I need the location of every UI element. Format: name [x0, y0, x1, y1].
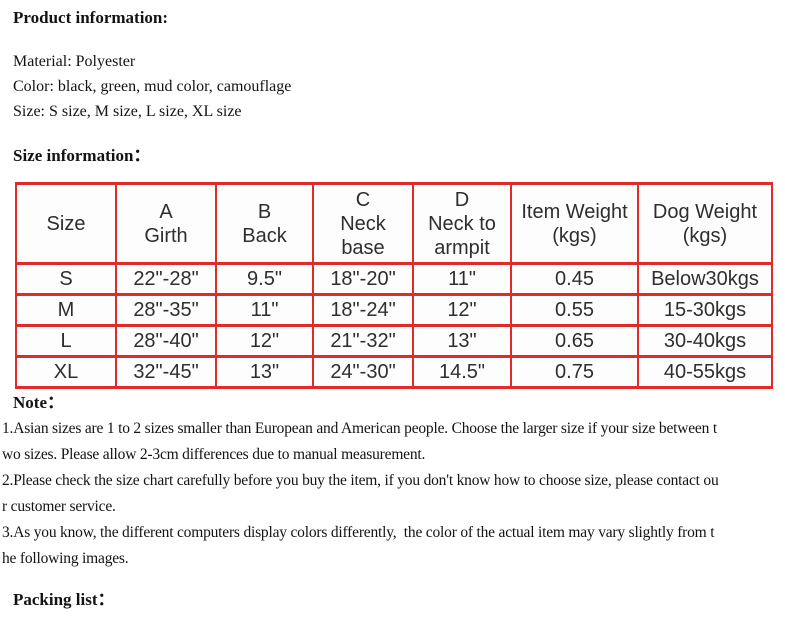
packing-list-heading: Packing list： — [13, 590, 115, 609]
table-cell: 11" — [215, 293, 314, 327]
note-line: wo sizes. Please allow 2-3cm differences… — [2, 446, 426, 463]
table-cell: 0.75 — [510, 355, 639, 389]
table-cell: L — [15, 324, 117, 358]
product-description-document: Product information: Material: Polyester… — [2, 8, 785, 609]
table-cell: 12" — [215, 324, 314, 358]
table-cell: M — [15, 293, 117, 327]
size-chart-wrapper: Size A Girth B Back C Neck base D Neck t… — [15, 182, 785, 389]
table-cell: 28"-35" — [115, 293, 217, 327]
header-cell-girth: A Girth — [115, 182, 217, 265]
note-line: 3.As you know, the different computers d… — [2, 524, 715, 541]
table-cell: 0.65 — [510, 324, 639, 358]
table-cell: 32"-45" — [115, 355, 217, 389]
header-cell-dog-weight: Dog Weight (kgs) — [637, 182, 773, 265]
note-line: 2.Please check the size chart carefully … — [2, 472, 719, 489]
table-cell: 18"-24" — [312, 293, 414, 327]
table-cell: 30-40kgs — [637, 324, 773, 358]
material-line: Material: Polyester — [13, 53, 136, 70]
table-cell: 40-55kgs — [637, 355, 773, 389]
table-cell: 13" — [412, 324, 512, 358]
table-cell: 0.45 — [510, 262, 639, 296]
table-cell: XL — [15, 355, 117, 389]
table-cell: 24"-30" — [312, 355, 414, 389]
product-attributes: Material: Polyester Color: black, green,… — [13, 49, 785, 124]
table-cell: 18"-20" — [312, 262, 414, 296]
header-cell-size: Size — [15, 182, 117, 265]
header-cell-item-weight: Item Weight (kgs) — [510, 182, 639, 265]
header-cell-neck-armpit: D Neck to armpit — [412, 182, 512, 265]
table-cell: 12" — [412, 293, 512, 327]
table-header-row: Size A Girth B Back C Neck base D Neck t… — [15, 182, 773, 265]
table-cell: 9.5" — [215, 262, 314, 296]
table-cell: 15-30kgs — [637, 293, 773, 327]
table-cell: 11" — [412, 262, 512, 296]
table-row-s: S 22"-28" 9.5" 18"-20" 11" 0.45 Below30k… — [15, 262, 773, 296]
table-cell: 13" — [215, 355, 314, 389]
color-line: Color: black, green, mud color, camoufla… — [13, 78, 292, 95]
table-row-l: L 28"-40" 12" 21"-32" 13" 0.65 30-40kgs — [15, 324, 773, 358]
table-cell: 21"-32" — [312, 324, 414, 358]
table-row-m: M 28"-35" 11" 18"-24" 12" 0.55 15-30kgs — [15, 293, 773, 327]
table-cell: 28"-40" — [115, 324, 217, 358]
note-line: r customer service. — [2, 498, 116, 515]
note-text: 1.Asian sizes are 1 to 2 sizes smaller t… — [2, 416, 785, 572]
table-cell: Below30kgs — [637, 262, 773, 296]
product-information-heading: Product information: — [13, 8, 169, 27]
note-line: he following images. — [2, 550, 129, 567]
table-cell: 0.55 — [510, 293, 639, 327]
size-line: Size: S size, M size, L size, XL size — [13, 103, 242, 120]
note-heading: Note： — [13, 393, 64, 412]
note-line: 1.Asian sizes are 1 to 2 sizes smaller t… — [2, 420, 717, 437]
table-cell: 14.5" — [412, 355, 512, 389]
table-cell: S — [15, 262, 117, 296]
table-cell: 22"-28" — [115, 262, 217, 296]
header-cell-back: B Back — [215, 182, 314, 265]
header-cell-neck-base: C Neck base — [312, 182, 414, 265]
size-chart-table: Size A Girth B Back C Neck base D Neck t… — [15, 182, 773, 389]
size-information-heading: Size information： — [13, 146, 151, 165]
table-row-xl: XL 32"-45" 13" 24"-30" 14.5" 0.75 40-55k… — [15, 355, 773, 389]
